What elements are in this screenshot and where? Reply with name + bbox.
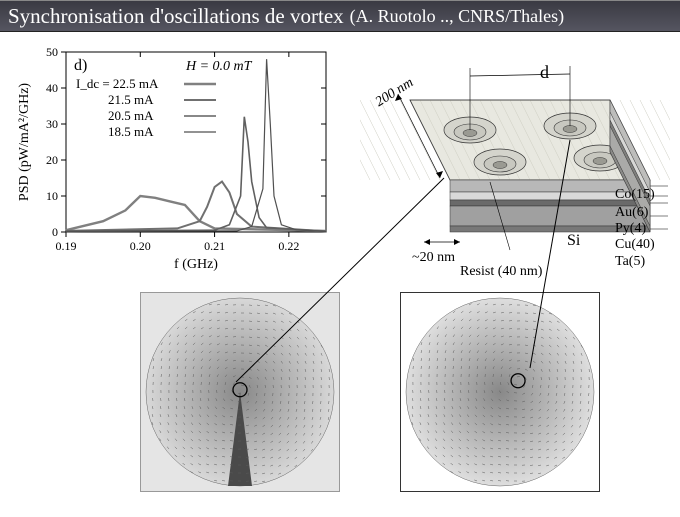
svg-text:0.21: 0.21 xyxy=(204,239,225,253)
svg-text:40: 40 xyxy=(46,81,58,95)
svg-text:20.5 mA: 20.5 mA xyxy=(108,108,154,123)
title-bar: Synchronisation d'oscillations de vortex… xyxy=(0,0,680,32)
psd-svg: 0.19 0.20 0.21 0.22 0 10 20 30 40 50 f (GHz) PSD (p… xyxy=(14,42,334,272)
resist-label: Resist (40 nm) xyxy=(460,264,542,280)
svg-text:50: 50 xyxy=(46,45,58,59)
svg-text:f (GHz): f (GHz) xyxy=(174,257,218,272)
svg-text:0: 0 xyxy=(52,225,58,239)
vortex-plot-right xyxy=(400,292,600,492)
vortex-plot-left xyxy=(140,292,340,492)
dim-20nm: ~20 nm xyxy=(412,250,455,266)
title-sub: (A. Ruotolo .., CNRS/Thales) xyxy=(350,6,565,27)
svg-text:0.19: 0.19 xyxy=(56,239,77,253)
psd-chart: 0.19 0.20 0.21 0.22 0 10 20 30 40 50 f (GHz) PSD (p… xyxy=(14,42,334,272)
svg-text:10: 10 xyxy=(46,189,58,203)
content-area: 0.19 0.20 0.21 0.22 0 10 20 30 40 50 f (GHz) PSD (p… xyxy=(0,32,680,517)
svg-text:20: 20 xyxy=(46,153,58,167)
layer-label-ta: Ta(5) xyxy=(615,254,645,270)
svg-text:18.5 mA: 18.5 mA xyxy=(108,124,154,139)
svg-text:H = 0.0 mT: H = 0.0 mT xyxy=(185,59,253,74)
svg-text:0.20: 0.20 xyxy=(130,239,151,253)
svg-text:30: 30 xyxy=(46,117,58,131)
svg-text:PSD (pW/mA²/GHz): PSD (pW/mA²/GHz) xyxy=(17,83,32,201)
svg-text:0.22: 0.22 xyxy=(278,239,299,253)
svg-text:I_dc = 22.5 mA: I_dc = 22.5 mA xyxy=(76,76,159,91)
svg-text:21.5 mA: 21.5 mA xyxy=(108,92,154,107)
vortex-left-svg xyxy=(141,293,339,491)
layer-label-cu: Cu(40) xyxy=(615,237,655,253)
layer-label-py: Py(4) xyxy=(615,221,646,237)
layer-label-co: Co(15) xyxy=(615,187,655,203)
si-label: Si xyxy=(567,232,580,250)
layer-label-au: Au(6) xyxy=(615,205,648,221)
svg-text:d): d) xyxy=(74,57,87,74)
title-main: Synchronisation d'oscillations de vortex xyxy=(8,4,344,29)
vortex-right-svg xyxy=(401,293,599,491)
dim-d: d xyxy=(540,62,549,83)
